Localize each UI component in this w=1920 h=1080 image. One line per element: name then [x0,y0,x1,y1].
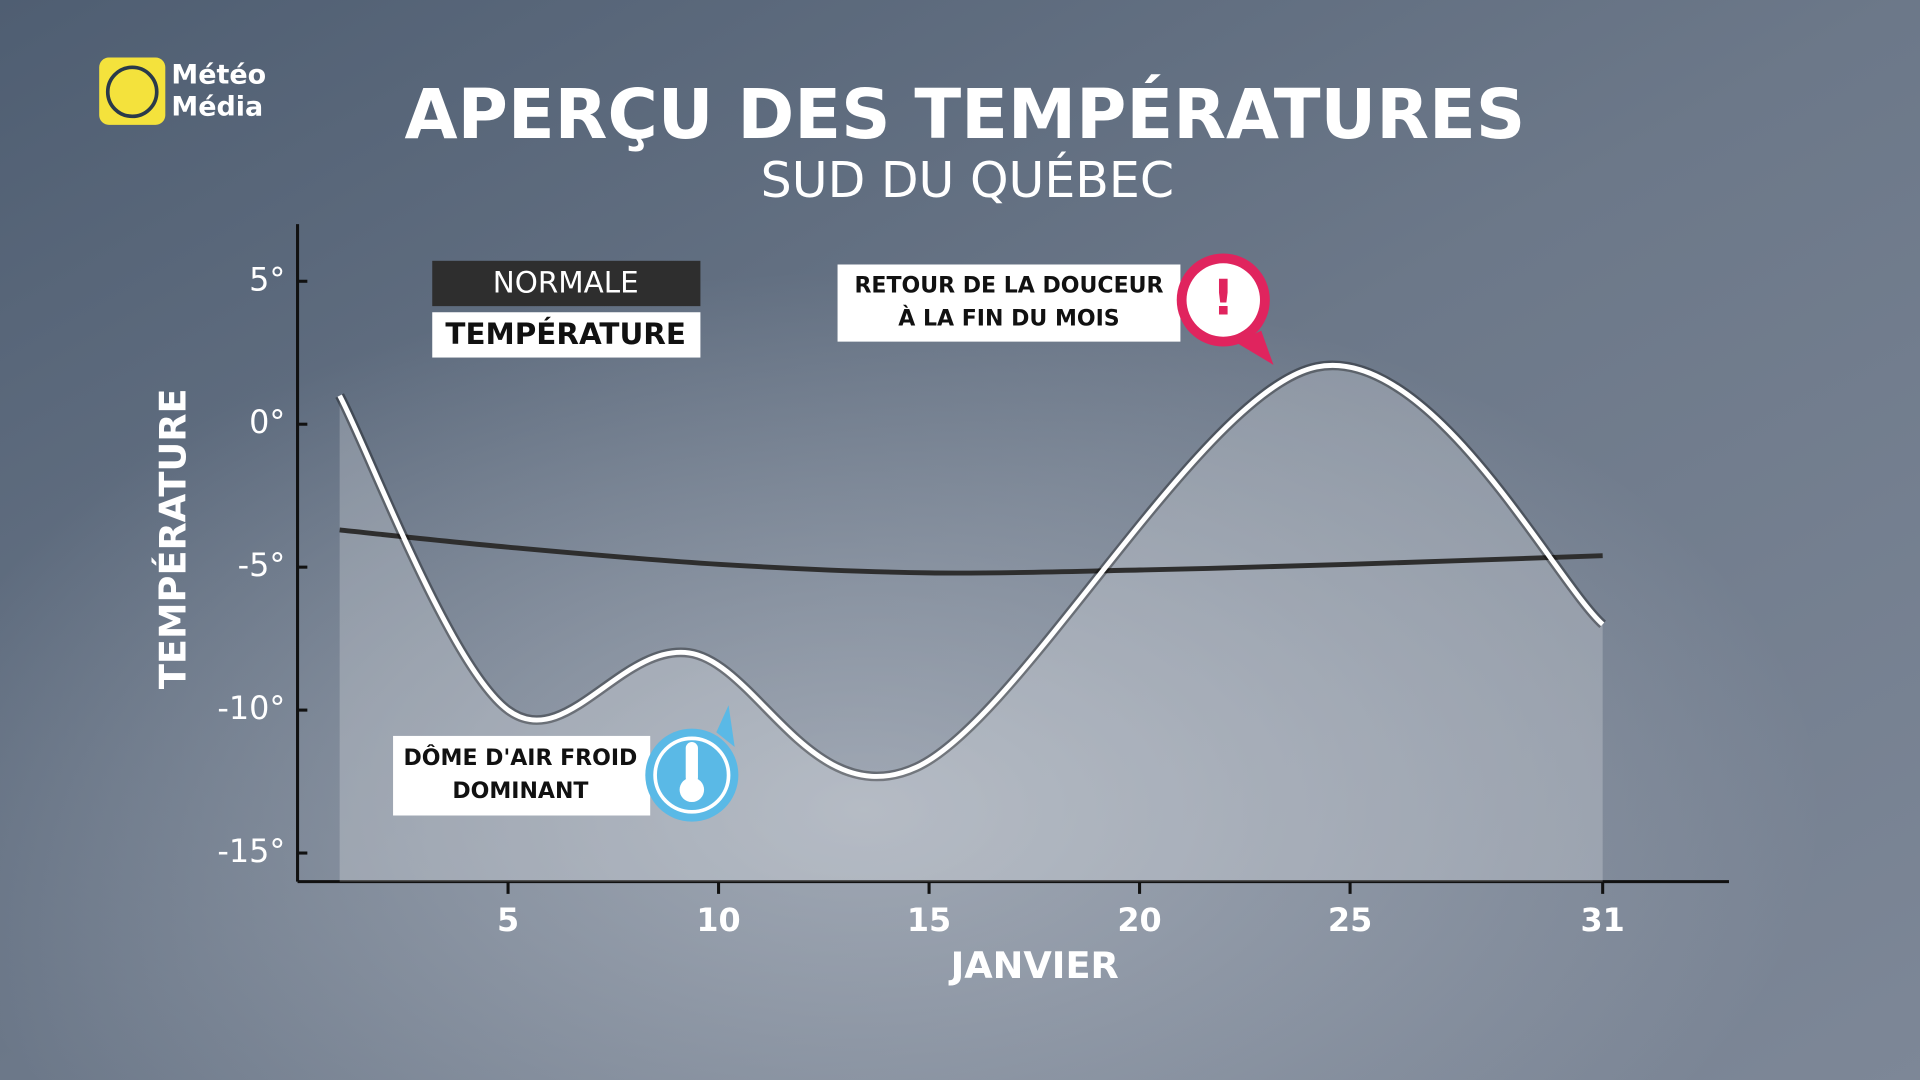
annotation: RETOUR DE LA DOUCEUR À LA FIN DU MOIS ! [837,253,1274,365]
annotation-text: DOMINANT [452,779,588,804]
y-tick-label: 0° [249,403,285,441]
chart-title: APERÇU DES TEMPÉRATURES [405,73,1526,155]
legend-swatch [432,312,701,358]
annotation-text: RETOUR DE LA DOUCEUR [854,274,1163,299]
annotation-text: DÔME D'AIR FROID [404,745,638,771]
annotation: DÔME D'AIR FROID DOMINANT [393,705,739,822]
y-tick-label: -10° [217,689,285,727]
y-tick-label: -5° [238,546,286,584]
legend: NORMALE TEMPÉRATURE [432,260,701,358]
logo-text: Météo [171,59,266,90]
x-tick-label: 10 [696,901,740,939]
y-tick-label: 5° [249,260,285,298]
x-tick-label: 31 [1581,901,1625,939]
legend-swatch [432,260,701,307]
x-tick-label: 20 [1117,901,1161,939]
y-axis-label: TEMPÉRATURE [151,388,195,689]
svg-text:!: ! [1212,270,1234,327]
series-line [339,527,1603,576]
logo-text: Média [171,91,263,122]
legend-label: TEMPÉRATURE [445,316,686,351]
legend-label: NORMALE [493,266,639,300]
x-tick-label: 5 [497,901,519,939]
x-axis-label: JANVIER [948,944,1119,987]
x-tick-label: 15 [907,901,951,939]
y-tick-label: -15° [217,832,285,870]
annotation-text: À LA FIN DU MOIS [898,306,1119,332]
logo: Météo Média [99,57,266,125]
series-line [337,362,1605,779]
chart-subtitle: SUD DU QUÉBEC [761,150,1174,209]
x-tick-label: 25 [1328,901,1372,939]
